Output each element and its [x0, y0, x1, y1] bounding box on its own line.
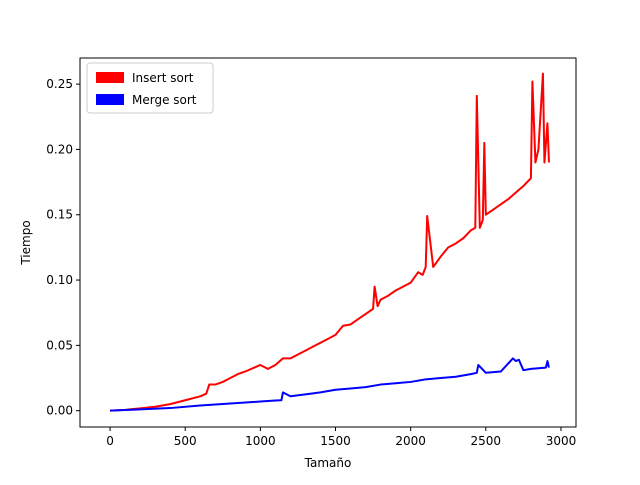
- y-tick-label: 0.25: [46, 77, 73, 91]
- series-layer: [110, 72, 550, 412]
- x-axis-label: Tamaño: [304, 456, 352, 470]
- y-axis-label: Tiempo: [19, 220, 33, 265]
- y-tick-label: 0.15: [46, 208, 73, 222]
- x-tick-label: 2500: [471, 434, 502, 448]
- x-axis: 0 500 1000 1500 2000 2500 3000: [106, 427, 576, 448]
- legend: Insert sort Merge sort: [86, 62, 214, 114]
- y-tick-label: 0.00: [46, 404, 73, 418]
- y-tick-label: 0.05: [46, 338, 73, 352]
- series-line-insert-sort: [110, 72, 550, 412]
- legend-swatch-merge-sort: [96, 94, 124, 105]
- legend-label-insert-sort: Insert sort: [132, 71, 194, 85]
- x-tick-label: 1000: [245, 434, 276, 448]
- legend-label-merge-sort: Merge sort: [132, 93, 197, 107]
- x-tick-label: 1500: [320, 434, 351, 448]
- x-tick-label: 3000: [546, 434, 577, 448]
- series-line-merge-sort: [110, 357, 550, 412]
- x-tick-label: 2000: [395, 434, 426, 448]
- x-tick-label: 500: [174, 434, 197, 448]
- plot-frame: [79, 57, 577, 428]
- y-axis: 0.00 0.05 0.10 0.15 0.20 0.25: [46, 77, 80, 418]
- y-tick-label: 0.20: [46, 142, 73, 156]
- legend-swatch-insert-sort: [96, 72, 124, 83]
- y-tick-label: 0.10: [46, 273, 73, 287]
- x-tick-label: 0: [106, 434, 114, 448]
